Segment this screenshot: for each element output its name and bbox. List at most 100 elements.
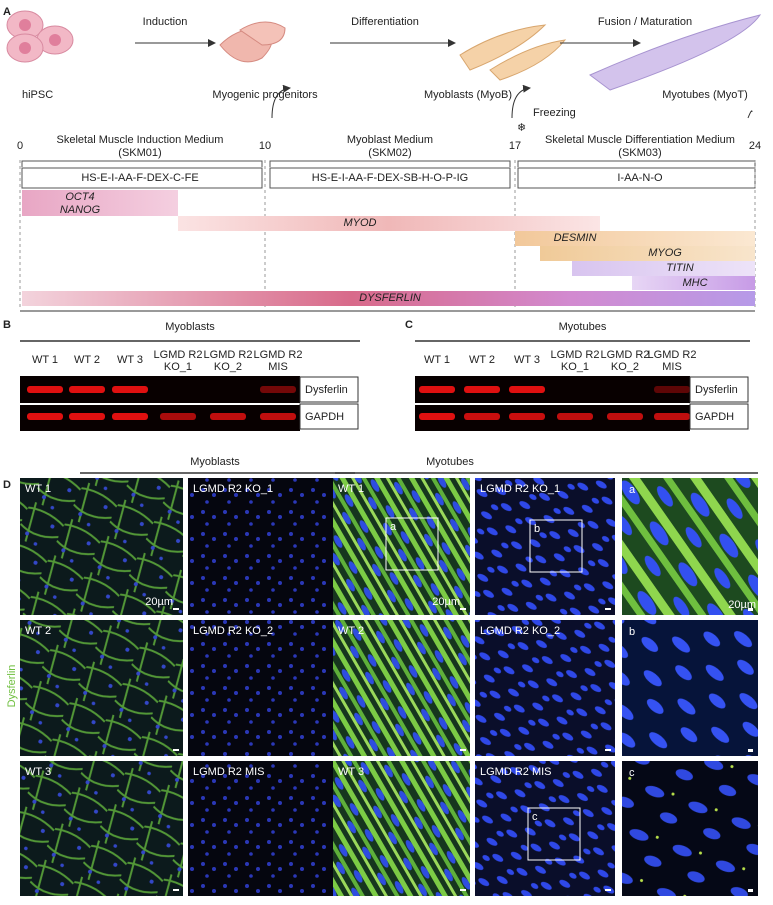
medium-name: Myoblast Medium <box>347 134 433 146</box>
cell-icon <box>239 21 286 46</box>
scale-bar <box>748 889 753 892</box>
micrograph <box>20 620 183 756</box>
inset-label: b <box>629 626 635 638</box>
recipe: I-AA-N-O <box>617 172 663 184</box>
bracket <box>21 160 263 167</box>
band <box>210 413 246 420</box>
band-label: Dysferlin <box>305 384 348 396</box>
inset-image <box>622 478 758 615</box>
micrograph <box>333 620 470 756</box>
image-label: LGMD R2 MIS <box>480 766 552 778</box>
band-label: Dysferlin <box>695 384 738 396</box>
day-label: 10 <box>259 140 271 152</box>
arrow <box>511 84 531 119</box>
expression-bar <box>22 291 755 306</box>
micrograph <box>188 478 353 615</box>
image-label: WT 1 <box>338 483 364 495</box>
image-label: LGMD R2 KO_2 <box>480 625 560 637</box>
band-label-box <box>299 376 359 403</box>
scale-label: 20µm <box>145 596 173 608</box>
image-label: WT 2 <box>338 625 364 637</box>
scale-bar <box>173 889 179 891</box>
lane-label: MIS <box>662 361 682 373</box>
lane-label: LGMD R2 <box>551 349 600 361</box>
expression-bar <box>632 276 755 290</box>
stage-label: Myogenic progenitors <box>212 89 318 101</box>
lane-label: MIS <box>268 361 288 373</box>
micrograph <box>333 761 470 896</box>
expression-bar <box>178 216 600 231</box>
expression-bar <box>540 246 755 261</box>
band <box>260 413 296 420</box>
cell-icon <box>589 14 762 91</box>
freezing-label: Freezing <box>533 107 576 119</box>
marker-label: TITIN <box>666 262 694 274</box>
recipe: HS-E-I-AA-F-DEX-C-FE <box>81 172 198 184</box>
scale-bar <box>173 608 179 610</box>
day-label: 17 <box>509 140 521 152</box>
stage-label: hiPSC <box>22 89 53 101</box>
micrograph <box>475 620 615 756</box>
micrograph <box>20 761 183 896</box>
lane-label: LGMD R2 <box>204 349 253 361</box>
band-label-box <box>689 403 749 430</box>
expression-bar <box>572 261 755 276</box>
recipe-box <box>269 167 511 189</box>
scale-label: 20µm <box>432 596 460 608</box>
zoom-box <box>529 519 583 573</box>
scale-bar <box>460 608 466 610</box>
panel-title: Myotubes <box>426 456 474 468</box>
band <box>509 413 545 420</box>
band <box>654 413 690 420</box>
band <box>557 413 593 420</box>
lane-label: LGMD R2 <box>648 349 697 361</box>
panel-label: A <box>3 6 11 18</box>
panel-title: Myoblasts <box>165 321 215 333</box>
marker-label: MYOD <box>344 217 377 229</box>
marker-label: OCT4 <box>65 191 94 203</box>
inset-label: a <box>629 484 636 496</box>
scale-bar <box>460 889 466 891</box>
nucleus <box>19 19 31 31</box>
image-label: LGMD R2 KO_2 <box>193 625 273 637</box>
micrograph <box>188 761 353 896</box>
zoom-box-label: a <box>390 521 397 533</box>
day-label: 24 <box>749 140 761 152</box>
lane-label: WT 1 <box>424 354 450 366</box>
day-label: 0 <box>17 140 23 152</box>
scale-bar <box>605 608 611 610</box>
cell-icon <box>489 39 567 81</box>
panel-label: B <box>3 319 11 331</box>
band-label: GAPDH <box>305 411 344 423</box>
band <box>69 386 105 393</box>
image-label: WT 1 <box>25 483 51 495</box>
recipe: HS-E-I-AA-F-DEX-SB-H-O-P-IG <box>312 172 468 184</box>
lane-label: WT 2 <box>469 354 495 366</box>
micrograph <box>475 478 615 615</box>
expression-bar <box>515 231 755 246</box>
stage-label: Myotubes (MyoT) <box>662 89 748 101</box>
expression-bar <box>22 190 178 216</box>
stain-label: Dysferlin <box>6 665 18 708</box>
band <box>419 386 455 393</box>
medium-code: (SKM01) <box>118 147 161 159</box>
lane-label: WT 3 <box>514 354 540 366</box>
band <box>509 386 545 393</box>
scale-bar <box>460 749 466 751</box>
band <box>69 413 105 420</box>
scale-bar <box>173 749 179 751</box>
zoom-box <box>385 517 439 571</box>
marker-label: DESMIN <box>554 232 597 244</box>
band-label-box <box>689 376 749 403</box>
medium-code: (SKM03) <box>618 147 661 159</box>
lane-label: LGMD R2 <box>601 349 650 361</box>
lane-label: KO_1 <box>164 361 192 373</box>
step-label: Fusion / Maturation <box>598 16 692 28</box>
lane-label: KO_2 <box>214 361 242 373</box>
snowflake-icon: ❄ <box>517 122 526 134</box>
band <box>464 386 500 393</box>
scale-bar <box>605 749 611 751</box>
marker-label: DYSFERLIN <box>359 292 421 304</box>
scale-bar <box>748 749 753 752</box>
